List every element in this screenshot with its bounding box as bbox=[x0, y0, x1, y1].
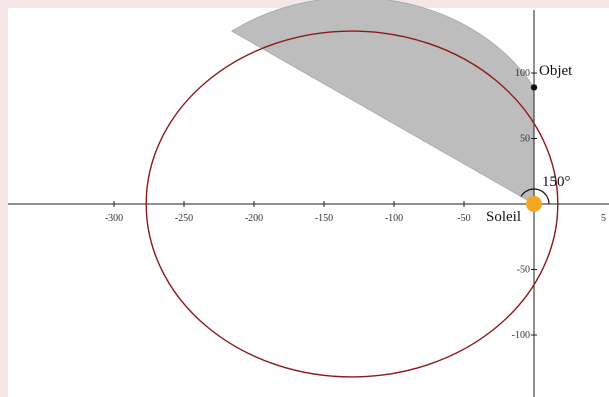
x-tick-label: -300 bbox=[105, 213, 123, 224]
angle-layer bbox=[520, 188, 550, 205]
ellipse-layer bbox=[145, 30, 559, 378]
object-label: Objet bbox=[539, 63, 573, 79]
swept-area bbox=[231, 0, 535, 205]
sun-marker bbox=[526, 196, 542, 212]
object-point bbox=[530, 84, 538, 91]
x-tick-label: -200 bbox=[245, 213, 263, 224]
angle-arc bbox=[520, 188, 550, 205]
swept-area-layer bbox=[231, 0, 535, 205]
y-tick-label: 100 bbox=[515, 68, 530, 79]
orbit-ellipse bbox=[145, 30, 559, 378]
x-tick-label: -50 bbox=[457, 213, 470, 224]
x-tick-label-partial: 5 bbox=[601, 213, 606, 224]
angle-label: 150° bbox=[542, 174, 571, 190]
axes-layer: -300 -250 -200 -150 -100 -50 100 50 -50 -100 bbox=[8, 10, 609, 397]
points-layer bbox=[526, 84, 542, 212]
x-tick-label: -250 bbox=[175, 213, 193, 224]
sun-label: Soleil bbox=[486, 209, 521, 225]
y-tick-label: 50 bbox=[520, 134, 530, 145]
x-tick-label: -150 bbox=[315, 213, 333, 224]
x-tick-label: -100 bbox=[385, 213, 403, 224]
y-tick-label: -50 bbox=[517, 265, 530, 276]
y-tick-label: -100 bbox=[512, 330, 530, 341]
